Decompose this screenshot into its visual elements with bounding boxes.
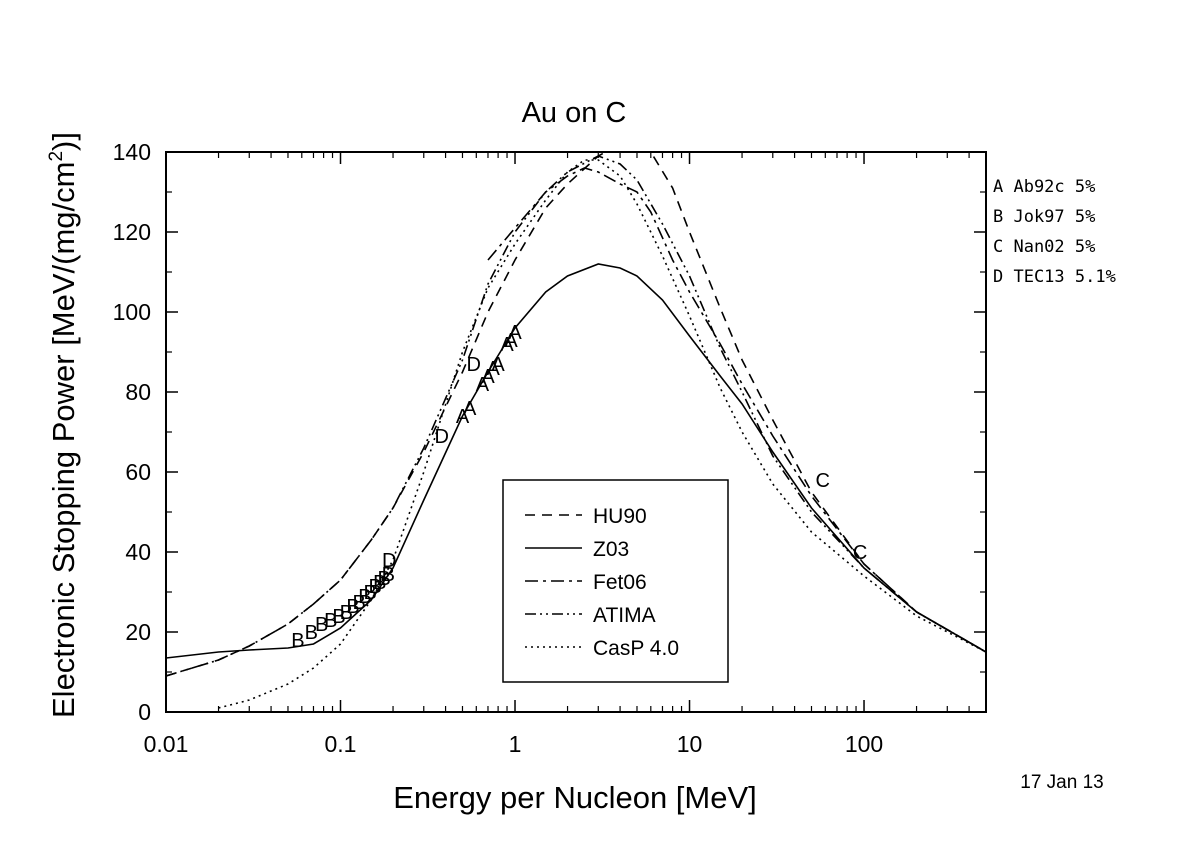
data-point-d: D — [382, 550, 396, 572]
data-point-a: A — [456, 406, 470, 428]
series-line-casp-4-0 — [218, 159, 986, 709]
data-point-b: B — [378, 568, 391, 590]
y-tick-label: 100 — [113, 299, 151, 325]
legend-label: Fet06 — [593, 571, 647, 594]
y-axis-label-end: )] — [46, 132, 81, 151]
y-axis-label-superscript: 2 — [46, 151, 67, 162]
data-source-item: C Nan02 5% — [993, 237, 1095, 257]
data-point-b: B — [346, 596, 359, 618]
data-point-d: D — [466, 354, 480, 376]
x-tick-label: 0.1 — [325, 731, 357, 757]
footer-date: 17 Jan 13 — [1020, 772, 1103, 793]
y-axis-label: Electronic Stopping Power [MeV/(mg/cm2)] — [46, 132, 81, 718]
data-point-c: C — [853, 542, 867, 564]
y-tick-label: 80 — [125, 379, 151, 405]
data-point-a: A — [487, 358, 501, 380]
x-axis-label: Energy per Nucleon [MeV] — [393, 780, 757, 815]
series-line-atima — [166, 155, 986, 677]
y-tick-label: 60 — [125, 459, 151, 485]
x-tick-label: 10 — [677, 731, 703, 757]
y-tick-label: 0 — [138, 699, 151, 725]
data-point-a: A — [508, 322, 522, 344]
series-line-z03 — [166, 263, 986, 659]
legend-label: ATIMA — [593, 604, 656, 627]
x-tick-label: 0.01 — [144, 731, 189, 757]
data-point-b: B — [332, 606, 345, 628]
data-point-a: A — [463, 398, 477, 420]
legend-label: HU90 — [593, 505, 647, 528]
data-source-item: B Jok97 5% — [993, 207, 1095, 227]
data-point-a: A — [504, 330, 518, 352]
y-tick-label: 20 — [125, 619, 151, 645]
data-point-b: B — [369, 576, 382, 598]
data-point-c: C — [815, 470, 829, 492]
x-tick-label: 1 — [509, 731, 522, 757]
data-source-item: D TEC13 5.1% — [993, 267, 1116, 287]
legend-frame — [502, 479, 729, 683]
data-point-b: B — [291, 630, 304, 652]
data-point-b: B — [382, 564, 395, 586]
data-point-b: B — [340, 602, 353, 624]
data-point-b: B — [353, 592, 366, 614]
chart-title: Au on C — [522, 97, 627, 129]
data-point-b: B — [324, 610, 337, 632]
data-point-b: B — [358, 586, 371, 608]
data-point-a: A — [481, 366, 495, 388]
y-tick-label: 140 — [113, 139, 151, 165]
data-source-item: A Ab92c 5% — [993, 177, 1095, 197]
data-point-a: A — [491, 354, 505, 376]
series-layer — [166, 152, 986, 709]
y-tick-label: 120 — [113, 219, 151, 245]
data-point-b: B — [305, 622, 318, 644]
data-point-d: D — [434, 426, 448, 448]
data-point-b: B — [373, 572, 386, 594]
data-point-a: A — [500, 334, 514, 356]
legend: HU90 Z03 Fet06 ATIMA CasP 4.0 — [502, 479, 729, 683]
y-axis-label-main: Electronic Stopping Power [MeV/(mg/cm — [46, 162, 81, 719]
data-point-b: B — [315, 614, 328, 636]
x-tick-label: 100 — [845, 731, 883, 757]
legend-label: CasP 4.0 — [593, 637, 679, 660]
data-point-b: B — [364, 582, 377, 604]
data-source-list: A Ab92c 5% B Jok97 5% C Nan02 5% D TEC13 5.… — [993, 177, 1116, 287]
data-point-a: A — [476, 374, 490, 396]
y-tick-label: 40 — [125, 539, 151, 565]
series-line-fet06 — [487, 167, 986, 653]
legend-label: Z03 — [593, 538, 629, 561]
axes-layer: 0.01 0.1 1 10 100 0 20 40 60 80 100 120 140 — [113, 139, 986, 757]
